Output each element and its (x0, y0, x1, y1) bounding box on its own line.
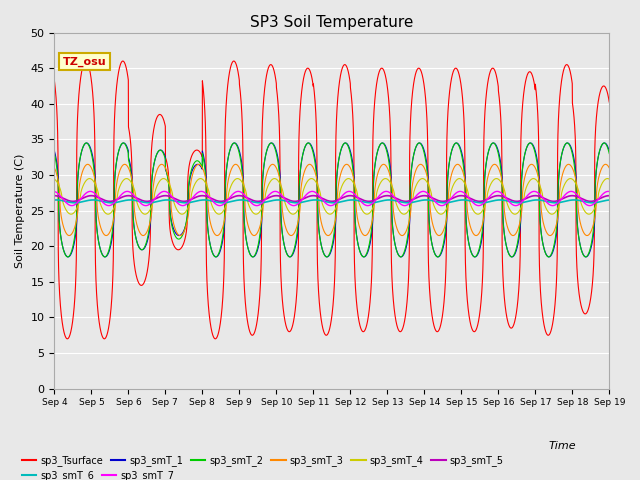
sp3_smT_3 (582, 232, 590, 238)
Text: TZ_osu: TZ_osu (63, 57, 106, 67)
sp3_Tsurface (63, 336, 71, 342)
sp3_smT_4 (67, 211, 75, 217)
sp3_smT_1 (239, 170, 247, 176)
sp3_Tsurface (239, 226, 247, 232)
sp3_smT_7 (605, 189, 613, 194)
sp3_smT_6 (52, 197, 60, 203)
Legend: sp3_Tsurface, sp3_smT_1, sp3_smT_2, sp3_smT_3, sp3_smT_4, sp3_smT_5: sp3_Tsurface, sp3_smT_1, sp3_smT_2, sp3_… (18, 452, 508, 470)
sp3_smT_2 (239, 179, 247, 184)
sp3_smT_4 (239, 181, 247, 187)
sp3_smT_6 (456, 197, 464, 203)
sp3_smT_1 (51, 148, 58, 154)
sp3_smT_4 (51, 176, 58, 182)
Line: sp3_Tsurface: sp3_Tsurface (54, 61, 609, 339)
sp3_Tsurface (314, 241, 321, 247)
sp3_smT_4 (605, 176, 613, 182)
sp3_smT_3 (313, 178, 321, 183)
sp3_smT_7 (472, 202, 479, 208)
sp3_smT_7 (575, 194, 583, 200)
sp3_smT_5 (51, 193, 58, 199)
sp3_smT_5 (456, 193, 464, 199)
sp3_smT_4 (582, 210, 590, 216)
sp3_smT_2 (508, 254, 515, 260)
sp3_Tsurface (82, 58, 90, 64)
Legend: sp3_smT_6, sp3_smT_7: sp3_smT_6, sp3_smT_7 (18, 466, 178, 480)
sp3_smT_5 (472, 198, 479, 204)
sp3_smT_6 (239, 197, 247, 203)
sp3_smT_1 (456, 144, 464, 150)
sp3_smT_6 (589, 200, 596, 205)
sp3_smT_1 (472, 254, 479, 260)
sp3_smT_7 (51, 189, 58, 194)
sp3_smT_1 (582, 254, 590, 260)
sp3_smT_7 (401, 203, 408, 208)
sp3_Tsurface (605, 99, 613, 105)
sp3_smT_3 (65, 233, 73, 239)
sp3_smT_6 (472, 199, 479, 205)
Line: sp3_smT_6: sp3_smT_6 (54, 200, 609, 203)
Line: sp3_smT_3: sp3_smT_3 (54, 164, 609, 236)
sp3_smT_5 (605, 193, 613, 199)
sp3_smT_1 (575, 237, 583, 243)
Y-axis label: Soil Temperature (C): Soil Temperature (C) (15, 154, 25, 268)
sp3_smT_6 (313, 197, 321, 203)
sp3_smT_3 (575, 214, 583, 219)
sp3_smT_2 (313, 180, 321, 186)
sp3_smT_6 (51, 197, 58, 203)
sp3_smT_6 (605, 197, 613, 203)
sp3_smT_6 (582, 199, 590, 205)
sp3_smT_4 (456, 176, 464, 181)
sp3_smT_3 (605, 165, 613, 171)
sp3_smT_3 (239, 177, 247, 183)
sp3_smT_1 (605, 148, 613, 154)
Line: sp3_smT_4: sp3_smT_4 (54, 179, 609, 214)
sp3_smT_2 (472, 253, 479, 259)
Line: sp3_smT_1: sp3_smT_1 (54, 143, 609, 257)
sp3_smT_7 (382, 189, 390, 194)
sp3_smT_5 (69, 198, 77, 204)
sp3_smT_2 (575, 238, 583, 243)
sp3_smT_4 (604, 176, 611, 181)
sp3_smT_2 (51, 151, 58, 156)
sp3_smT_4 (472, 210, 479, 216)
sp3_smT_7 (582, 202, 590, 207)
sp3_smT_2 (582, 254, 590, 260)
sp3_Tsurface (575, 292, 583, 298)
sp3_smT_7 (456, 189, 464, 194)
sp3_smT_3 (602, 161, 609, 167)
sp3_smT_2 (456, 146, 464, 152)
sp3_smT_6 (575, 198, 583, 204)
sp3_smT_2 (489, 140, 497, 146)
Line: sp3_smT_5: sp3_smT_5 (54, 196, 609, 201)
Title: SP3 Soil Temperature: SP3 Soil Temperature (250, 15, 413, 30)
sp3_smT_1 (313, 172, 321, 178)
Text: Time: Time (548, 441, 576, 451)
sp3_smT_5 (313, 193, 321, 199)
sp3_smT_1 (397, 254, 405, 260)
sp3_smT_3 (472, 233, 479, 239)
sp3_smT_5 (239, 193, 247, 199)
sp3_smT_4 (575, 190, 583, 196)
Line: sp3_smT_7: sp3_smT_7 (54, 192, 609, 205)
sp3_smT_3 (456, 163, 464, 169)
sp3_smT_2 (605, 151, 613, 156)
sp3_smT_3 (51, 165, 58, 171)
sp3_Tsurface (582, 311, 590, 316)
sp3_smT_7 (239, 191, 247, 196)
sp3_smT_5 (575, 194, 583, 200)
sp3_smT_1 (379, 140, 387, 146)
sp3_Tsurface (472, 327, 479, 333)
sp3_smT_7 (313, 191, 321, 196)
Line: sp3_smT_2: sp3_smT_2 (54, 143, 609, 257)
sp3_smT_5 (582, 198, 590, 204)
sp3_Tsurface (456, 76, 464, 82)
sp3_Tsurface (51, 78, 58, 84)
sp3_smT_4 (313, 181, 321, 187)
